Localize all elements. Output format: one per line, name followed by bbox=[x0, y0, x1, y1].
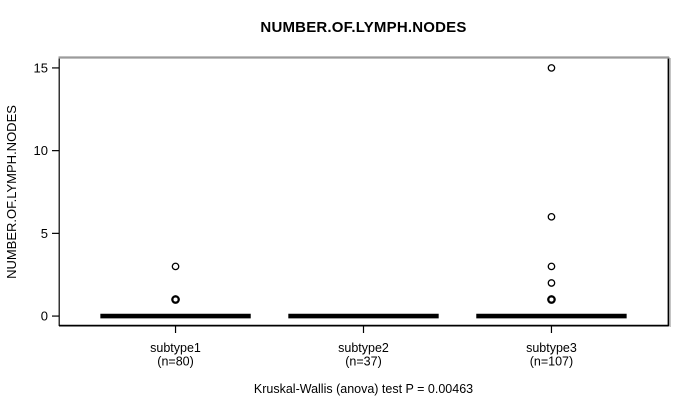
x-group-sublabel: (n=37) bbox=[345, 355, 381, 369]
y-tick-label: 10 bbox=[34, 143, 48, 158]
y-tick-label: 0 bbox=[41, 309, 48, 324]
outlier-point bbox=[547, 279, 556, 287]
outlier-point bbox=[171, 295, 180, 304]
x-group-sublabel: (n=80) bbox=[157, 355, 193, 369]
outlier-point bbox=[547, 212, 556, 221]
outlier-point bbox=[171, 262, 180, 271]
outlier-point bbox=[547, 262, 556, 271]
annotation-text: Kruskal-Wallis (anova) test P = 0.00463 bbox=[254, 382, 473, 396]
x-group-label: subtype3 bbox=[526, 341, 577, 355]
x-group-label: subtype1 bbox=[150, 341, 201, 355]
plot-area: 0 5 10 15 subtype1(n=80) subtype2(n=37) subtyp… bbox=[34, 56, 671, 369]
x-group-sublabel: (n=107) bbox=[530, 355, 573, 369]
outlier-point bbox=[547, 64, 556, 72]
chart-title: NUMBER.OF.LYMPH.NODES bbox=[260, 19, 466, 36]
y-tick-label: 15 bbox=[34, 60, 48, 75]
x-group-label: subtype2 bbox=[338, 341, 389, 355]
y-axis-title: NUMBER.OF.LYMPH.NODES bbox=[4, 105, 19, 279]
y-tick-label: 5 bbox=[41, 226, 48, 241]
outlier-point bbox=[547, 295, 556, 304]
